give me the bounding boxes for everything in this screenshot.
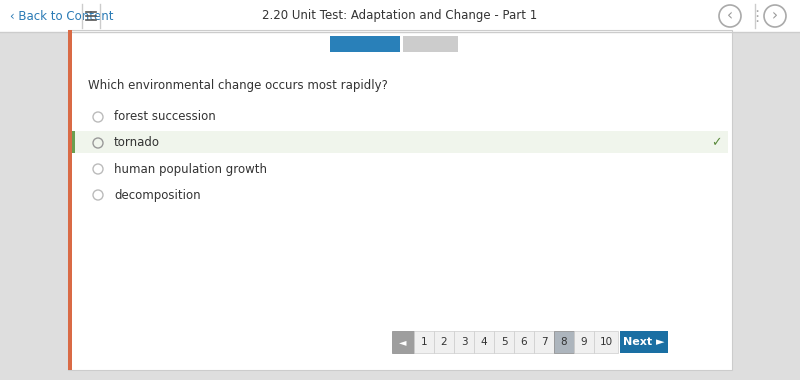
FancyBboxPatch shape bbox=[68, 30, 72, 370]
Text: ›: › bbox=[772, 8, 778, 24]
Text: ‹: ‹ bbox=[727, 8, 733, 24]
Text: ⋮: ⋮ bbox=[750, 8, 765, 24]
FancyBboxPatch shape bbox=[392, 331, 414, 353]
Text: tornado: tornado bbox=[114, 136, 160, 149]
FancyBboxPatch shape bbox=[474, 331, 494, 353]
FancyBboxPatch shape bbox=[454, 331, 474, 353]
Text: 5: 5 bbox=[501, 337, 507, 347]
FancyBboxPatch shape bbox=[514, 331, 534, 353]
Text: 3: 3 bbox=[461, 337, 467, 347]
Text: Next ►: Next ► bbox=[623, 337, 665, 347]
FancyBboxPatch shape bbox=[403, 36, 458, 52]
Text: 2.20 Unit Test: Adaptation and Change - Part 1: 2.20 Unit Test: Adaptation and Change - … bbox=[262, 10, 538, 22]
Text: 4: 4 bbox=[481, 337, 487, 347]
Text: 1: 1 bbox=[421, 337, 427, 347]
Text: ✓: ✓ bbox=[710, 136, 722, 149]
Text: 8: 8 bbox=[561, 337, 567, 347]
FancyBboxPatch shape bbox=[574, 331, 594, 353]
FancyBboxPatch shape bbox=[494, 331, 514, 353]
Text: forest succession: forest succession bbox=[114, 111, 216, 124]
FancyBboxPatch shape bbox=[434, 331, 454, 353]
Text: 9: 9 bbox=[581, 337, 587, 347]
Text: 6: 6 bbox=[521, 337, 527, 347]
Text: decomposition: decomposition bbox=[114, 188, 201, 201]
Text: human population growth: human population growth bbox=[114, 163, 267, 176]
FancyBboxPatch shape bbox=[620, 331, 668, 353]
FancyBboxPatch shape bbox=[534, 331, 554, 353]
Text: Which environmental change occurs most rapidly?: Which environmental change occurs most r… bbox=[88, 79, 388, 92]
FancyBboxPatch shape bbox=[68, 30, 732, 370]
FancyBboxPatch shape bbox=[72, 131, 75, 153]
FancyBboxPatch shape bbox=[594, 331, 618, 353]
FancyBboxPatch shape bbox=[72, 131, 728, 153]
FancyBboxPatch shape bbox=[0, 0, 800, 32]
Text: 10: 10 bbox=[599, 337, 613, 347]
FancyBboxPatch shape bbox=[330, 36, 400, 52]
FancyBboxPatch shape bbox=[554, 331, 574, 353]
FancyBboxPatch shape bbox=[414, 331, 434, 353]
Text: 7: 7 bbox=[541, 337, 547, 347]
Text: ◄: ◄ bbox=[399, 337, 406, 347]
Text: ‹ Back to Content: ‹ Back to Content bbox=[10, 10, 114, 22]
Text: 2: 2 bbox=[441, 337, 447, 347]
